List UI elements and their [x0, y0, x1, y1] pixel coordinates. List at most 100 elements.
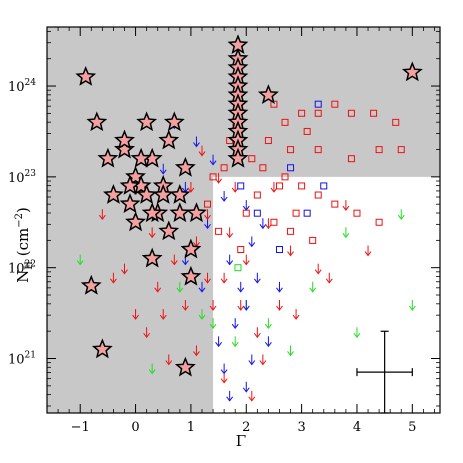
y-tick-label-exponent: 21: [25, 351, 36, 361]
red-square-marker: [331, 200, 339, 208]
red-upper-limit-marker: [148, 227, 156, 239]
upper-limit-arrowhead: [220, 278, 228, 284]
red-square-marker: [281, 173, 289, 181]
red-upper-limit-marker: [220, 272, 228, 284]
blue-upper-limit-marker: [226, 254, 234, 266]
upper-limit-arrowhead: [248, 242, 256, 248]
red-upper-limit-marker: [121, 263, 128, 275]
red-square-marker: [287, 146, 295, 154]
blue-upper-limit-marker: [231, 318, 239, 330]
star-marker: [169, 184, 191, 204]
upper-limit-arrowhead: [265, 323, 272, 330]
red-upper-limit-marker: [181, 300, 189, 311]
upper-limit-arrowhead: [121, 269, 128, 275]
red-square-marker: [270, 218, 278, 226]
red-square-marker: [392, 118, 400, 126]
red-square-marker: [220, 164, 228, 172]
blue-square-marker: [275, 246, 283, 254]
green-upper-limit-marker: [148, 363, 156, 375]
red-upper-limit-marker: [237, 300, 245, 311]
upper-limit-arrowhead: [259, 360, 267, 366]
blue-square-marker: [287, 164, 295, 172]
y-axis-title-subscript: H: [24, 261, 35, 270]
green-upper-limit-marker: [209, 318, 217, 330]
blue-upper-limit-marker: [253, 272, 261, 284]
star-marker: [91, 338, 113, 359]
blue-upper-limit-marker: [209, 154, 217, 166]
upper-limit-arrowhead: [176, 287, 184, 293]
upper-limit-arrowhead: [220, 196, 228, 202]
green-upper-limit-marker: [265, 318, 272, 330]
red-square-marker: [331, 100, 339, 108]
star-marker: [180, 265, 202, 286]
star-marker: [158, 220, 180, 241]
blue-upper-limit-marker: [242, 381, 250, 393]
upper-limit-arrowhead: [408, 305, 416, 311]
axis-ticks: [46, 27, 440, 413]
y-tick-label: 1022: [8, 260, 36, 277]
red-upper-limit-marker: [342, 200, 350, 211]
red-square-marker: [248, 155, 256, 163]
green-upper-limit-marker: [176, 281, 184, 293]
upper-limit-arrowhead: [154, 287, 162, 293]
y-tick-label: 1021: [8, 351, 36, 368]
upper-limit-arrowhead: [198, 151, 206, 157]
star-marker: [125, 211, 146, 232]
y-tick-label-exponent: 23: [25, 169, 37, 179]
star-marker: [141, 202, 163, 223]
star-marker: [152, 184, 174, 204]
upper-limit-arrowhead: [248, 396, 256, 402]
star-marker: [130, 147, 152, 168]
star-marker: [227, 34, 249, 54]
upper-limit-arrowhead: [237, 287, 245, 293]
red-square-marker: [309, 236, 317, 244]
red-upper-limit-marker: [242, 254, 250, 266]
upper-limit-arrowhead: [309, 287, 317, 293]
red-upper-limit-marker: [287, 245, 294, 257]
red-upper-limit-marker: [248, 390, 256, 402]
red-upper-limit-marker: [226, 227, 234, 239]
star-marker: [227, 147, 249, 168]
upper-limit-arrowhead: [148, 369, 156, 375]
upper-limit-arrowhead: [110, 278, 117, 284]
upper-limit-arrowhead: [181, 260, 189, 266]
red-square-marker: [298, 182, 306, 190]
blue-upper-limit-marker: [248, 354, 256, 366]
green-square-marker: [234, 264, 242, 272]
upper-limit-arrowhead: [198, 287, 206, 293]
upper-limit-arrowhead: [265, 223, 272, 230]
red-square-marker: [209, 173, 217, 181]
x-tick-label: 4: [353, 420, 361, 435]
upper-limit-arrowhead: [193, 142, 200, 148]
red-square-marker: [259, 164, 267, 172]
star-marker: [75, 66, 97, 86]
y-tick-label-base: 10: [8, 171, 25, 186]
blue-upper-limit-marker: [276, 281, 283, 293]
star-marker: [174, 156, 196, 177]
red-upper-limit-marker: [204, 272, 211, 284]
upper-limit-arrowhead: [253, 332, 261, 339]
star-marker: [401, 61, 423, 82]
upper-limit-arrowhead: [342, 233, 350, 239]
red-upper-limit-marker: [209, 300, 217, 311]
upper-limit-arrowhead: [209, 323, 217, 330]
red-square-marker: [353, 209, 361, 217]
red-upper-limit-marker: [143, 327, 151, 339]
star-marker: [119, 174, 141, 195]
upper-limit-arrowhead: [231, 342, 239, 348]
representative-error-bar: [356, 330, 413, 414]
green-upper-limit-marker: [342, 227, 350, 239]
red-upper-limit-marker: [259, 354, 267, 366]
red-square-marker: [281, 118, 289, 126]
star-marker: [114, 129, 135, 150]
red-upper-limit-marker: [253, 327, 261, 339]
red-upper-limit-marker: [325, 272, 333, 284]
red-upper-limit-marker: [98, 209, 106, 221]
y-tick-label-exponent: 24: [25, 78, 37, 88]
y-tick-label: 1023: [8, 169, 36, 186]
blue-square-marker: [253, 209, 261, 217]
upper-limit-arrowhead: [248, 360, 256, 366]
upper-limit-arrowhead: [193, 351, 200, 357]
